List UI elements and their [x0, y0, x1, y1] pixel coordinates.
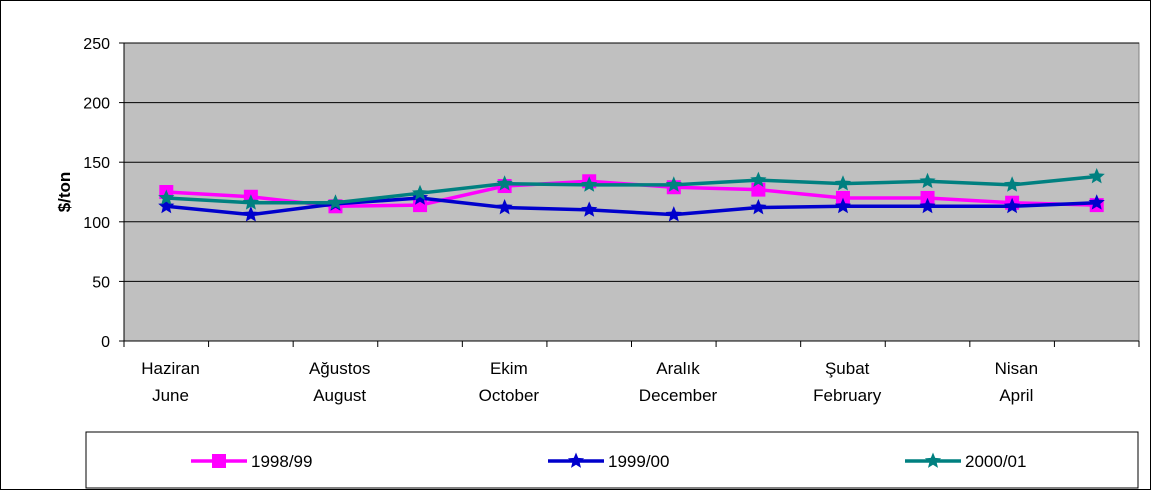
legend-entry: 2000/01 [905, 452, 1026, 471]
data-point [750, 199, 767, 215]
legend-box [85, 431, 1139, 489]
legend-label: 1999/00 [608, 452, 669, 471]
legend-entry: 1999/00 [548, 452, 669, 471]
legend-label: 2000/01 [965, 452, 1026, 471]
x-tick-label: February [813, 386, 882, 405]
data-point [919, 172, 936, 189]
legend-label: 1998/99 [251, 452, 312, 471]
data-point [242, 194, 259, 210]
data-point [665, 176, 682, 192]
series-1999-00 [158, 189, 1105, 222]
x-tick-label: Ekim [490, 359, 528, 378]
x-tick-label: June [152, 386, 189, 405]
legend-marker [212, 454, 226, 468]
series-2000-01 [158, 168, 1105, 210]
data-point [834, 197, 851, 214]
x-tick-label: Şubat [825, 359, 870, 378]
data-point [412, 189, 429, 205]
plot-area [123, 42, 1140, 342]
data-point [665, 206, 682, 222]
data-point [1088, 194, 1105, 210]
x-tick-label: August [313, 386, 366, 405]
series-line [166, 196, 1097, 217]
data-point [919, 197, 936, 214]
y-tick-label: 250 [83, 36, 110, 53]
data-point [751, 182, 766, 197]
y-axis-label: $/ton [55, 172, 74, 213]
legend-entry: 1998/99 [191, 452, 312, 471]
data-point [412, 184, 429, 201]
data-point [242, 206, 259, 222]
data-point [496, 199, 513, 215]
x-tick-label: Aralık [656, 359, 700, 378]
data-point [834, 175, 851, 191]
series-line [166, 174, 1097, 205]
y-tick-label: 100 [83, 215, 110, 232]
data-point [496, 175, 513, 191]
y-tick-label: 200 [83, 96, 110, 113]
legend-marker [567, 452, 585, 468]
data-point [750, 171, 767, 187]
legend-marker [924, 452, 942, 468]
x-tick-label: April [999, 386, 1033, 405]
data-point [581, 201, 598, 217]
x-tick-label: Ağustos [309, 359, 370, 378]
data-point [1088, 168, 1105, 184]
data-point [158, 189, 175, 205]
y-tick-label: 50 [92, 274, 110, 291]
x-tick-label: October [479, 386, 540, 405]
x-tick-label: Nisan [995, 359, 1038, 378]
data-point [1004, 197, 1021, 214]
x-tick-label: Haziran [141, 359, 200, 378]
x-tick-label: December [639, 386, 718, 405]
y-tick-label: 150 [83, 155, 110, 172]
y-tick-label: 0 [101, 334, 110, 351]
data-point [1004, 176, 1021, 192]
data-point [327, 194, 344, 210]
data-point [158, 197, 175, 214]
data-point [581, 176, 598, 192]
